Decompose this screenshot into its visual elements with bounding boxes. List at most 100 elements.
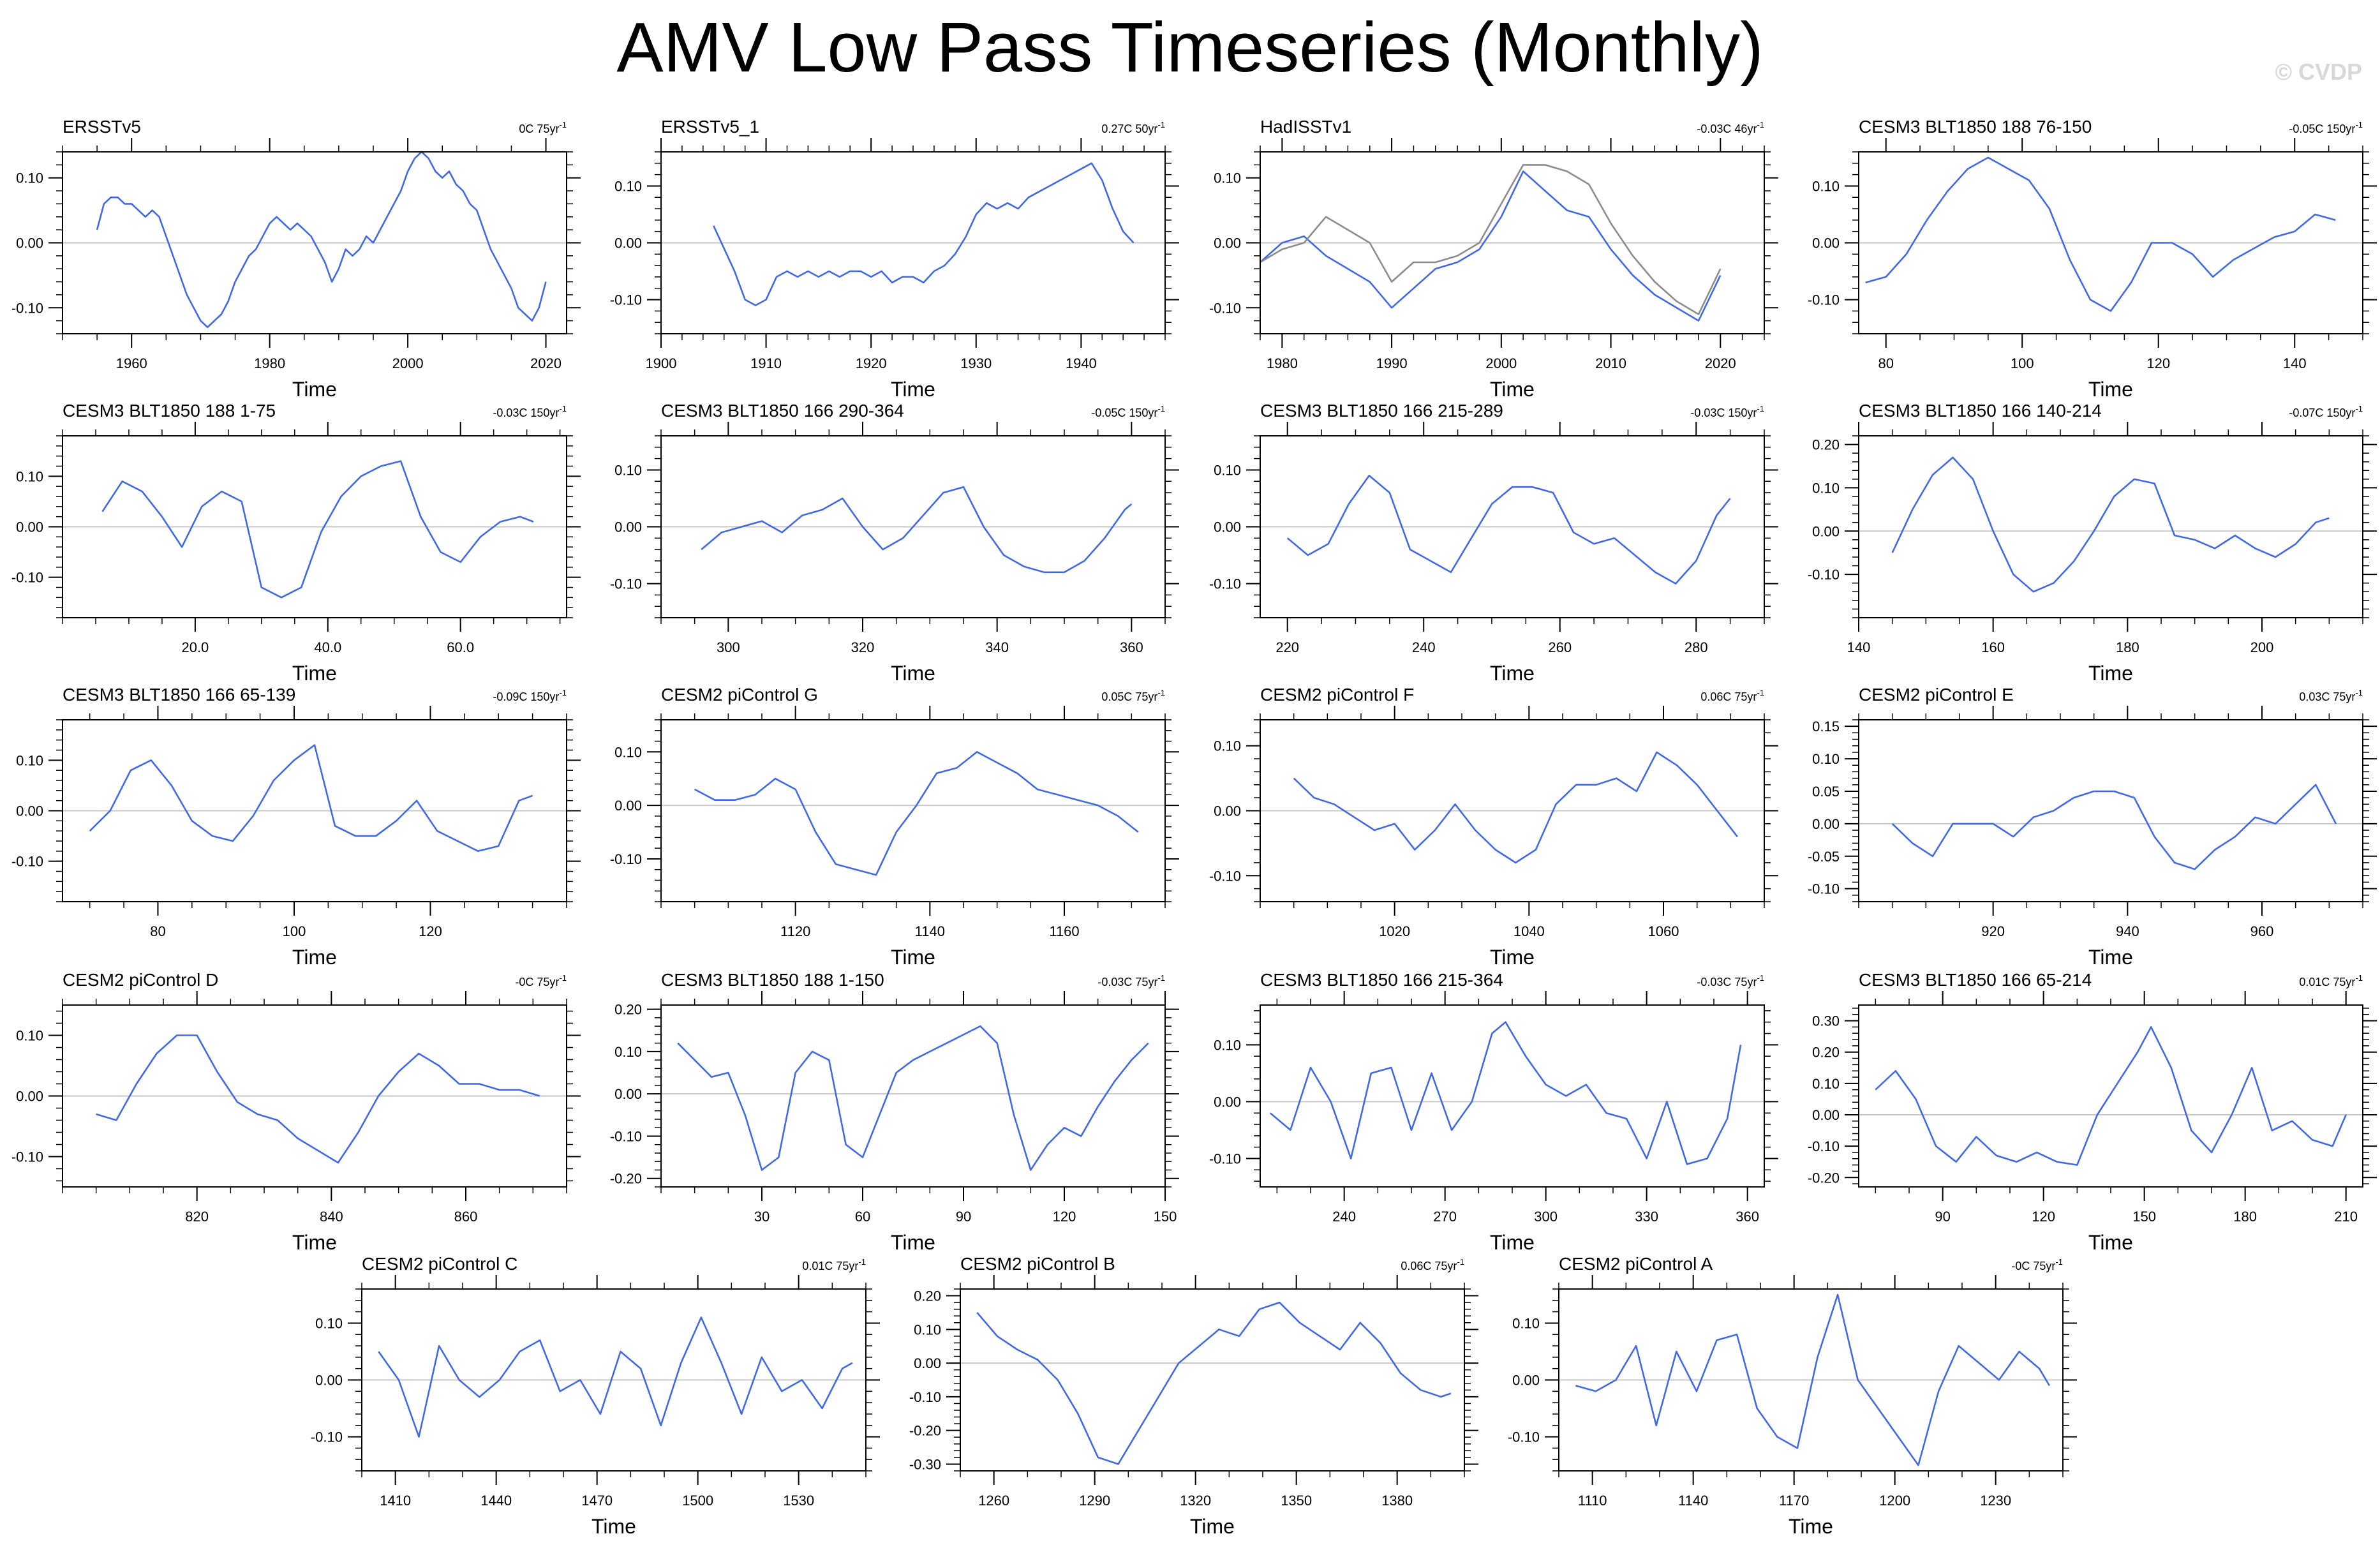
y-tick-label: 0.00 [16, 519, 43, 535]
x-tick-label: 180 [2233, 1209, 2257, 1225]
y-tick-label: 0.10 [16, 752, 43, 768]
x-tick-label: 1350 [1281, 1493, 1312, 1509]
trend-value: -0.05C 150yr [1091, 406, 1157, 419]
trend-exponent: -1 [1757, 120, 1764, 130]
x-tick-label: 2020 [1705, 355, 1736, 371]
trend-value: -0.05C 150yr [2289, 123, 2355, 135]
x-tick-label: 20.0 [181, 639, 209, 655]
x-axis-title: Time [1190, 1515, 1235, 1538]
x-tick-label: 1260 [978, 1493, 1009, 1509]
trend-exponent: -1 [559, 404, 567, 414]
y-tick-label: 0.10 [315, 1315, 343, 1331]
y-tick-label: 0.10 [1214, 462, 1241, 478]
y-tick-label: 0.00 [914, 1355, 941, 1371]
y-tick-label: -0.10 [1209, 576, 1241, 592]
y-tick-label: -0.10 [11, 300, 43, 316]
y-tick-label: -0.10 [610, 1128, 642, 1144]
y-tick-label: -0.30 [909, 1456, 941, 1472]
y-tick-label: 0.00 [315, 1373, 343, 1389]
x-axis-title: Time [1490, 662, 1535, 685]
series-line-1 [96, 1034, 540, 1164]
y-tick-label: 0.15 [1812, 719, 1840, 734]
panel-trend-stat: 0.05C 75yr-1 [1101, 688, 1165, 703]
y-tick-label: 0.00 [16, 1089, 43, 1105]
x-tick-label: 120 [2146, 355, 2170, 371]
x-tick-label: 100 [283, 923, 306, 939]
trend-exponent: -1 [2355, 120, 2363, 130]
x-tick-label: 210 [2334, 1209, 2358, 1225]
panel-title: CESM3 BLT1850 166 65-139 [63, 685, 295, 704]
y-tick-label: 0.20 [1812, 437, 1840, 453]
x-tick-label: 60.0 [447, 639, 474, 655]
y-tick-label: 0.20 [914, 1288, 941, 1304]
y-tick-label: 0.10 [914, 1322, 941, 1338]
x-tick-label: 340 [985, 639, 1009, 655]
panel-trend-stat: -0.09C 150yr-1 [493, 688, 567, 703]
x-tick-label: 160 [1981, 639, 2005, 655]
series-line-1 [1293, 751, 1738, 864]
x-axis-title: Time [1490, 946, 1535, 969]
trend-value: 0.01C 75yr [2299, 976, 2355, 988]
y-tick-label: -0.10 [1808, 292, 1840, 308]
series-line-1 [1260, 170, 1722, 322]
plot-frame [1858, 1004, 2363, 1188]
x-tick-label: 1380 [1381, 1493, 1413, 1509]
x-tick-label: 2010 [1595, 355, 1626, 371]
panel-16: 90 120 150 180 210 0.30 0.20 0.10 0.00 -0.10 -0.20… [1808, 970, 2377, 1254]
y-tick-label: -0.10 [1808, 881, 1840, 897]
y-tick-label: -0.10 [1209, 300, 1241, 316]
panel-title: ERSSTv5_1 [661, 117, 759, 137]
x-axis-title: Time [891, 378, 935, 401]
x-axis-title: Time [891, 662, 935, 685]
y-tick-label: 0.00 [614, 235, 642, 251]
trend-value: 0.03C 75yr [2299, 690, 2355, 703]
series-line-1 [1575, 1293, 2051, 1466]
panel-title: CESM3 BLT1850 188 76-150 [1859, 117, 2092, 137]
y-tick-label: 0.10 [1812, 480, 1840, 496]
y-tick-label: -0.10 [1808, 1138, 1840, 1154]
panel-trend-stat: 0.27C 50yr-1 [1101, 120, 1165, 135]
series-line-1 [1286, 474, 1731, 585]
trend-exponent: -1 [2355, 973, 2363, 983]
y-tick-label: -0.10 [909, 1389, 941, 1405]
y-tick-label: 0.10 [1812, 178, 1840, 194]
x-tick-label: 920 [1981, 923, 2005, 939]
x-axis-title: Time [292, 946, 337, 969]
trend-exponent: -1 [1157, 404, 1165, 414]
panel-13: 820 840 860 0.10 0.00 -0.10 CESM2 piControl D -… [11, 970, 581, 1254]
x-axis-title: Time [292, 662, 337, 685]
y-tick-label: -0.10 [1508, 1429, 1540, 1445]
x-tick-label: 320 [851, 639, 875, 655]
panel-title: HadISSTv1 [1260, 117, 1351, 137]
panel-trend-stat: 0.06C 75yr-1 [1700, 688, 1764, 703]
y-tick-label: -0.10 [610, 851, 642, 867]
panel-trend-stat: -0.03C 75yr-1 [1097, 973, 1165, 988]
x-tick-label: 940 [2116, 923, 2139, 939]
trend-value: 0.06C 75yr [1401, 1260, 1457, 1272]
series-line-1 [1875, 1026, 2347, 1166]
x-tick-label: 1140 [915, 923, 945, 939]
trend-value: -0.03C 46yr [1697, 123, 1757, 135]
trend-value: -0.07C 150yr [2289, 406, 2355, 419]
x-tick-label: 90 [1935, 1209, 1950, 1225]
panel-title: CESM2 piControl D [63, 970, 218, 990]
trend-exponent: -1 [858, 1257, 866, 1267]
x-tick-label: 1920 [856, 355, 887, 371]
x-tick-label: 300 [1534, 1209, 1558, 1225]
trend-exponent: -1 [559, 688, 567, 697]
x-axis-title: Time [891, 946, 935, 969]
x-tick-label: 960 [2250, 923, 2274, 939]
y-tick-label: 0.00 [1214, 803, 1241, 819]
trend-value: 0C 75yr [519, 123, 559, 135]
y-tick-label: 0.00 [1812, 816, 1840, 832]
y-tick-label: 0.10 [1214, 170, 1241, 186]
x-tick-label: 300 [717, 639, 740, 655]
x-tick-label: 1230 [1980, 1493, 2011, 1509]
panel-title: CESM3 BLT1850 166 215-364 [1260, 970, 1503, 990]
y-tick-label: 0.10 [16, 468, 43, 484]
y-tick-label: 0.00 [1214, 1094, 1241, 1110]
trend-exponent: -1 [1757, 973, 1764, 983]
panel-title: CESM3 BLT1850 166 140-214 [1859, 401, 2102, 421]
panel-trend-stat: -0.05C 150yr-1 [1091, 404, 1165, 419]
y-tick-label: -0.10 [1808, 567, 1840, 583]
